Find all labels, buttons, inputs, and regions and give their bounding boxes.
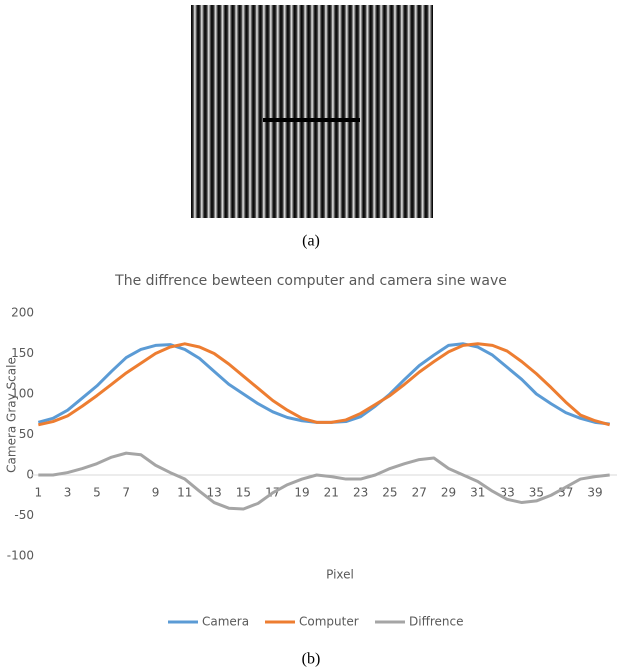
x-tick-label: 1 bbox=[35, 486, 43, 500]
x-tick-label: 27 bbox=[412, 486, 427, 500]
x-tick-label: 29 bbox=[441, 486, 456, 500]
y-tick-label: 200 bbox=[11, 306, 34, 320]
legend-label: Camera bbox=[202, 615, 249, 629]
x-tick-label: 9 bbox=[152, 486, 160, 500]
x-tick-label: 31 bbox=[470, 486, 485, 500]
legend-label: Computer bbox=[299, 615, 359, 629]
x-tick-label: 21 bbox=[324, 486, 339, 500]
stripe-image bbox=[191, 5, 433, 218]
y-tick-label: 150 bbox=[11, 346, 34, 360]
caption: (a) bbox=[302, 233, 320, 250]
caption: (b) bbox=[302, 651, 321, 668]
y-axis-label: Camera Gray Scale bbox=[5, 357, 19, 473]
x-tick-label: 39 bbox=[587, 486, 602, 500]
x-tick-label: 7 bbox=[122, 486, 130, 500]
x-tick-label: 11 bbox=[177, 486, 192, 500]
page: (a) The diffrence bewteen computer and c… bbox=[0, 0, 619, 669]
x-tick-label: 15 bbox=[236, 486, 251, 500]
legend-label: Diffrence bbox=[409, 615, 463, 629]
figure: (a) The diffrence bewteen computer and c… bbox=[0, 0, 619, 669]
x-tick-label: 3 bbox=[64, 486, 72, 500]
line-series bbox=[38, 344, 609, 424]
x-tick-label: 23 bbox=[353, 486, 368, 500]
y-tick-label: -100 bbox=[7, 549, 34, 563]
chart-title: The diffrence bewteen computer and camer… bbox=[114, 273, 507, 289]
line-series bbox=[38, 453, 609, 509]
x-tick-label: 19 bbox=[294, 486, 309, 500]
y-tick-label: 100 bbox=[11, 387, 34, 401]
x-tick-label: 25 bbox=[382, 486, 397, 500]
y-tick-label: 50 bbox=[19, 427, 34, 441]
x-axis-label: Pixel bbox=[326, 568, 354, 582]
y-tick-label: -50 bbox=[14, 508, 34, 522]
x-tick-label: 5 bbox=[93, 486, 101, 500]
line-series bbox=[38, 344, 609, 425]
black-bar bbox=[263, 118, 360, 122]
